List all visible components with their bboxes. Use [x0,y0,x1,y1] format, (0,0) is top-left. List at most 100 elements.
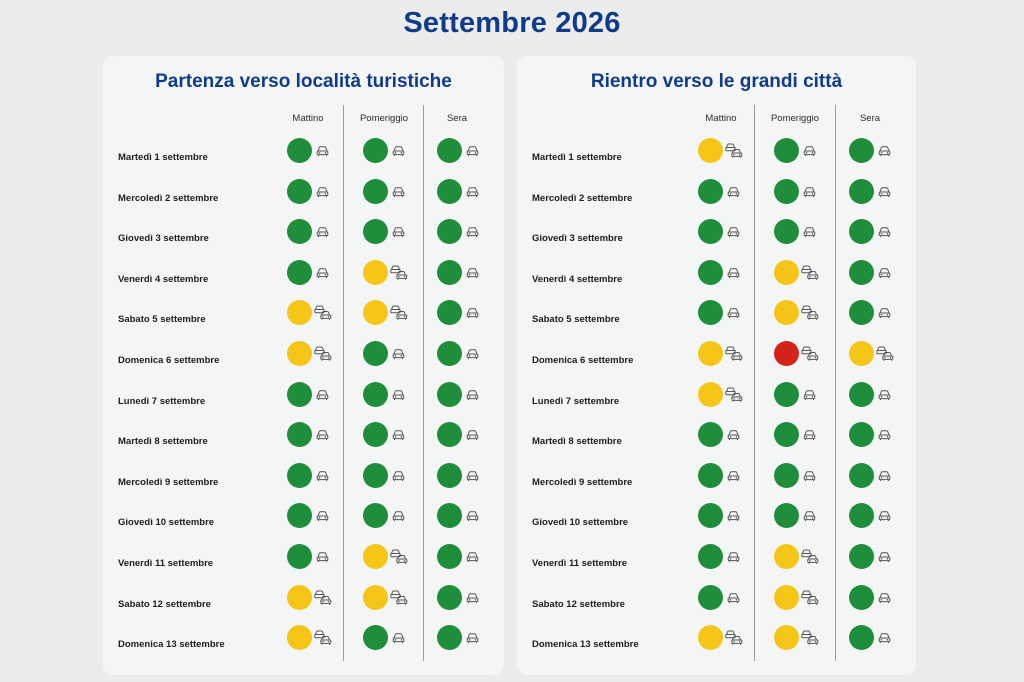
day-label: Domenica 13 settembre [118,639,225,651]
traffic-cell-evening [437,300,481,326]
traffic-jam-icon [725,386,743,403]
car-icon [878,185,891,197]
car-icon [878,550,891,562]
traffic-dot-green [287,462,312,488]
day-label: Sabato 12 settembre [532,598,625,610]
traffic-dot-green [698,259,723,285]
traffic-cell-evening [437,544,481,570]
traffic-cell-afternoon [363,584,408,611]
day-label: Martedì 8 settembre [532,436,622,448]
traffic-dot-green [849,544,874,569]
traffic-cell-evening [437,138,481,164]
traffic-dot-green [363,422,388,448]
traffic-dot-green [437,422,462,448]
day-label: Sabato 5 settembre [532,314,620,326]
traffic-cell-afternoon [774,584,819,611]
car-icon [392,428,405,441]
car-icon [878,388,891,400]
car-icon [727,469,740,481]
traffic-cell-afternoon [363,219,407,245]
traffic-dot-green [437,300,462,326]
traffic-cell-evening [849,219,893,245]
traffic-dot-green [698,300,723,326]
car-icon [727,591,740,603]
day-label: Sabato 5 settembre [118,314,206,326]
traffic-dot-green [698,178,723,204]
traffic-dot-yellow [287,584,312,610]
traffic-cell-afternoon [774,300,819,326]
traffic-dot-green [849,138,874,163]
day-label: Sabato 12 settembre [118,598,211,610]
traffic-dot-yellow [363,300,388,326]
day-label: Giovedì 3 settembre [118,233,209,245]
car-icon [466,469,479,481]
traffic-dot-green [849,300,874,326]
day-row: Giovedì 10 settembre [517,501,916,541]
day-row: Martedì 8 settembre [517,420,916,460]
traffic-cell-morning [287,381,331,408]
traffic-cell-afternoon [774,219,818,245]
traffic-dot-yellow [774,625,799,651]
car-icon [466,509,479,522]
traffic-dot-yellow [698,381,723,407]
traffic-dot-green [774,178,799,204]
traffic-cell-morning [698,138,743,164]
traffic-dot-green [849,259,874,285]
traffic-cell-morning [287,422,331,448]
car-icon [727,185,740,197]
traffic-jam-icon [390,304,408,321]
traffic-dot-yellow [698,625,723,651]
traffic-dot-green [363,219,388,245]
car-icon [316,144,329,156]
car-icon [316,550,329,562]
traffic-cell-morning [698,259,742,286]
traffic-dot-green [437,544,462,569]
departure-panel: Partenza verso località turistiche Matti… [103,56,504,675]
day-label: Domenica 6 settembre [532,355,634,366]
car-icon [466,591,479,603]
car-icon [727,266,740,278]
car-icon [466,225,479,238]
traffic-dot-green [363,381,388,407]
traffic-cell-morning [287,300,332,326]
day-label: Martedì 8 settembre [118,436,208,448]
traffic-dot-green [774,422,799,448]
traffic-cell-evening [437,178,481,205]
traffic-dot-red [774,341,799,366]
traffic-jam-icon [801,548,819,565]
traffic-cell-morning [698,422,742,448]
day-row: Lunedì 7 settembre [103,380,504,420]
traffic-dot-green [287,381,312,407]
day-row: Venerdì 4 settembre [103,258,504,298]
car-icon [316,225,329,238]
traffic-cell-evening [849,341,894,367]
traffic-dot-green [363,503,388,529]
day-row: Venerdì 11 settembre [103,542,504,582]
traffic-dot-green [363,138,388,163]
traffic-cell-evening [849,503,893,529]
traffic-cell-morning [287,341,332,367]
car-icon [392,225,405,238]
traffic-dot-green [437,462,462,488]
car-icon [316,388,329,400]
traffic-cell-evening [849,138,893,164]
car-icon [392,509,405,522]
car-icon [878,266,891,278]
traffic-jam-icon [725,142,743,159]
car-icon [878,591,891,603]
traffic-cell-afternoon [774,462,818,489]
traffic-cell-afternoon [774,178,818,205]
day-row: Sabato 5 settembre [517,298,916,338]
car-icon [316,509,329,522]
traffic-dot-yellow [363,544,388,569]
day-label: Giovedì 10 settembre [532,517,629,529]
traffic-cell-afternoon [774,625,819,651]
traffic-cell-morning [698,300,742,326]
traffic-dot-yellow [774,300,799,326]
car-icon [878,631,891,644]
traffic-cell-afternoon [774,422,818,448]
car-icon [392,347,405,359]
car-icon [727,550,740,562]
day-row: Martedì 1 settembre [517,136,916,176]
traffic-cell-evening [849,381,893,408]
